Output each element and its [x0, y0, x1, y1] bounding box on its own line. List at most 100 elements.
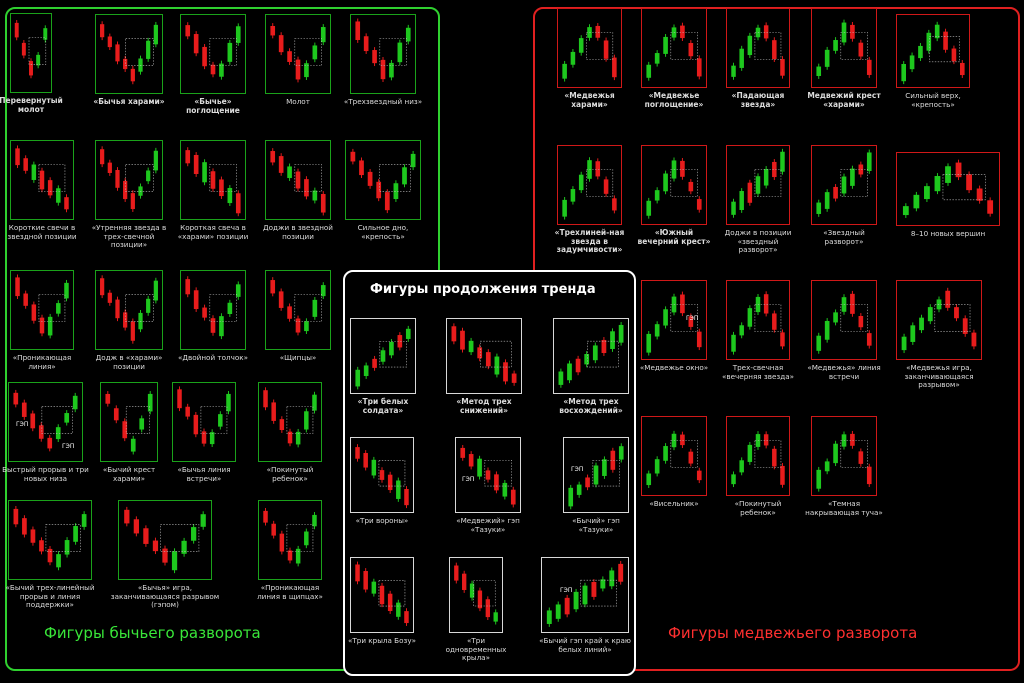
candle-body	[372, 50, 377, 64]
candle-body	[219, 63, 224, 77]
candle-body	[816, 335, 822, 351]
candlestick-graphic	[816, 149, 872, 217]
candle-body	[124, 509, 130, 524]
candle-body	[595, 25, 601, 38]
candle-body	[130, 321, 135, 341]
candle-body	[901, 64, 906, 82]
candle-body	[227, 302, 233, 315]
pattern-highlight	[379, 38, 407, 66]
candle-body	[47, 180, 53, 196]
pattern-highlight	[754, 304, 782, 332]
bullish-pattern-chart	[8, 500, 92, 580]
bearish-pattern-chart	[641, 416, 707, 496]
candle-body	[379, 585, 385, 605]
candle-body	[47, 548, 53, 563]
candle-body	[945, 290, 951, 308]
pattern-highlight	[209, 294, 237, 322]
candle-body	[22, 518, 27, 535]
candle-body	[927, 307, 933, 322]
pattern-highlight	[934, 304, 971, 332]
candlestick-graphic	[558, 322, 624, 388]
candle-body	[380, 350, 386, 362]
candle-body	[919, 317, 924, 331]
candle-body	[185, 279, 191, 295]
candle-body	[502, 482, 508, 497]
candlestick-graphic	[816, 290, 872, 354]
continuation-pattern-chart	[446, 318, 522, 394]
pattern-highlight	[840, 440, 868, 468]
candle-body	[477, 590, 483, 609]
bullish-pattern-chart	[258, 500, 322, 580]
candle-body	[600, 579, 606, 589]
pattern-highlight	[294, 164, 322, 192]
candle-body	[485, 352, 491, 367]
candle-body	[833, 186, 838, 199]
candle-body	[396, 480, 401, 499]
candle-body	[593, 465, 599, 485]
bearish-pattern-chart	[557, 145, 622, 225]
candle-body	[646, 64, 652, 78]
candle-body	[654, 190, 660, 201]
candle-body	[824, 320, 830, 340]
candlestick-graphic	[15, 145, 69, 213]
candlestick-graphic	[263, 387, 317, 448]
candle-body	[227, 187, 233, 204]
pattern-highlight	[125, 294, 154, 322]
candle-body	[191, 527, 197, 541]
candle-body	[47, 437, 53, 449]
candle-body	[363, 453, 368, 468]
candle-body	[31, 304, 37, 321]
continuation-pattern-chart	[553, 318, 629, 394]
candle-body	[955, 162, 962, 178]
candle-body	[663, 36, 668, 54]
continuation-pattern-label: «Бычий гэп край к краю белых линий»	[539, 636, 631, 654]
candle-body	[405, 27, 411, 42]
candle-body	[945, 166, 951, 183]
candle-body	[100, 278, 105, 296]
candle-body	[610, 331, 615, 349]
candle-body	[612, 57, 617, 78]
pattern-highlight	[670, 304, 698, 332]
candle-body	[201, 431, 207, 444]
candle-body	[966, 174, 972, 191]
candle-body	[901, 336, 907, 351]
candle-body	[397, 42, 403, 63]
candle-body	[582, 585, 588, 605]
candle-body	[696, 199, 702, 210]
bullish-pattern-label: «Бычий крест харами»	[102, 465, 156, 483]
candle-body	[858, 42, 864, 57]
candle-body	[36, 54, 41, 66]
candle-body	[387, 593, 393, 612]
gap-label: ГЭП	[62, 443, 75, 450]
continuation-title: Фигуры продолжения тренда	[370, 282, 596, 297]
bearish-pattern-label: «Висельник»	[649, 499, 699, 508]
candle-body	[115, 44, 120, 62]
candle-body	[688, 316, 694, 327]
bearish-pattern-label: Сильный верх, «крепость»	[905, 91, 961, 109]
candle-body	[595, 161, 601, 177]
candle-body	[646, 200, 652, 216]
candle-body	[918, 45, 923, 59]
candlestick-graphic	[105, 391, 153, 455]
candle-body	[503, 362, 508, 382]
candle-body	[376, 181, 382, 199]
continuation-pattern-chart	[563, 437, 629, 513]
bullish-title: Фигуры бычьего разворота	[44, 624, 261, 642]
bullish-pattern-label: «Бычья» игра, заканчивающаяся разрывом (…	[110, 583, 220, 610]
candle-body	[680, 434, 685, 446]
candle-body	[747, 35, 753, 56]
candle-body	[477, 458, 482, 477]
bearish-pattern-label: «Темная накрывающая туча»	[805, 499, 883, 517]
candle-body	[562, 63, 567, 79]
candle-body	[130, 68, 135, 82]
candle-body	[13, 508, 19, 525]
candle-body	[295, 171, 301, 189]
candle-body	[107, 36, 112, 48]
gap-label: ГЭП	[16, 421, 29, 428]
candle-body	[31, 164, 37, 180]
candlestick-graphic	[100, 275, 158, 344]
candle-body	[185, 150, 191, 164]
candle-body	[130, 438, 136, 452]
bullish-pattern-chart	[345, 140, 421, 220]
candlestick-graphic	[454, 562, 498, 625]
